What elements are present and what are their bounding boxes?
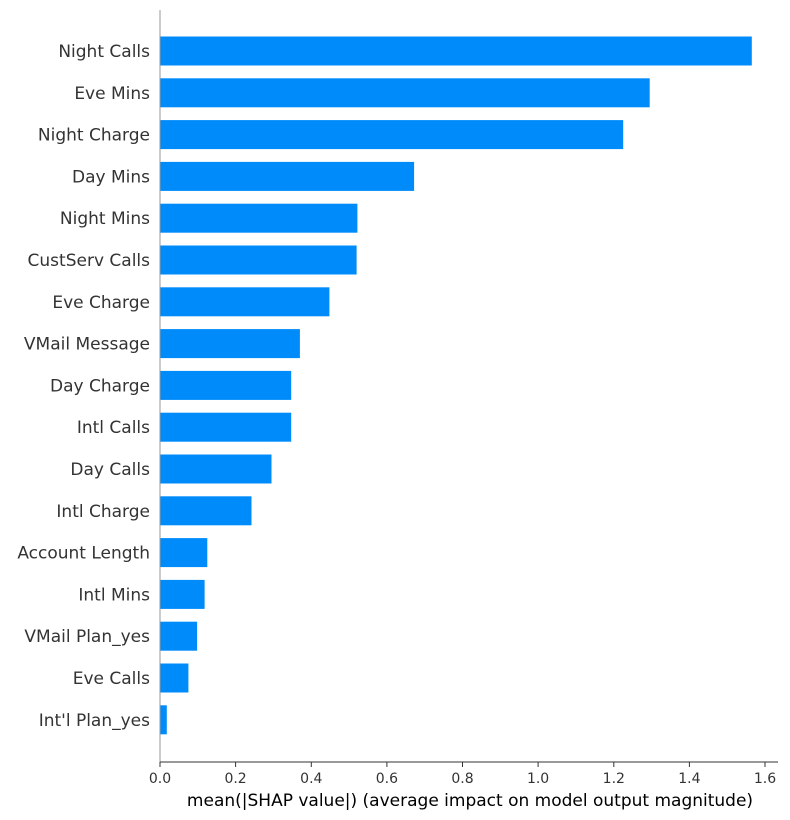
bar xyxy=(160,412,292,442)
x-tick-label: 1.0 xyxy=(527,771,549,787)
category-label: Intl Calls xyxy=(77,418,150,438)
category-labels: Night Calls Eve Mins Night Charge Day Mins N… xyxy=(17,42,150,731)
bar xyxy=(160,579,205,609)
x-axis-title: mean(|SHAP value|) (average impact on mo… xyxy=(187,791,753,811)
category-label: Eve Charge xyxy=(52,293,150,313)
category-label: Night Mins xyxy=(60,209,150,229)
bar xyxy=(160,621,198,651)
bar xyxy=(160,245,357,275)
x-tick-label: 1.4 xyxy=(678,771,700,787)
bar xyxy=(160,161,415,191)
bar xyxy=(160,78,650,108)
category-label: Night Calls xyxy=(58,42,150,62)
x-tick-label: 0.8 xyxy=(451,771,473,787)
bar xyxy=(160,705,167,735)
axes: 0.0 0.2 0.4 0.6 0.8 1.0 1.2 1.4 1.6 xyxy=(149,10,778,787)
category-label: Day Charge xyxy=(50,376,150,396)
bar xyxy=(160,287,330,317)
x-tick-label: 1.6 xyxy=(754,771,776,787)
category-label: Day Mins xyxy=(72,167,150,187)
bar xyxy=(160,538,208,568)
x-tick-label: 1.2 xyxy=(603,771,625,787)
x-tick-label: 0.2 xyxy=(224,771,246,787)
category-label: Intl Charge xyxy=(56,502,150,522)
bar xyxy=(160,496,252,526)
category-label: VMail Message xyxy=(24,335,150,355)
category-label: Eve Mins xyxy=(74,84,150,104)
bar xyxy=(160,370,292,400)
category-label: CustServ Calls xyxy=(28,251,151,271)
bar xyxy=(160,663,189,693)
bars-layer xyxy=(160,36,752,735)
category-label: Int'l Plan_yes xyxy=(39,711,150,731)
category-label: Day Calls xyxy=(70,460,150,480)
x-tick-label: 0.6 xyxy=(376,771,398,787)
category-label: Night Charge xyxy=(38,126,150,146)
bar xyxy=(160,329,300,359)
category-label: Account Length xyxy=(17,544,150,564)
x-tick-label: 0.0 xyxy=(149,771,171,787)
category-label: Eve Calls xyxy=(73,669,150,689)
bar xyxy=(160,203,358,233)
x-tick-label: 0.4 xyxy=(300,771,322,787)
category-label: Intl Mins xyxy=(78,585,150,605)
bar xyxy=(160,120,624,150)
category-label: VMail Plan_yes xyxy=(24,627,150,647)
bar xyxy=(160,454,272,484)
bar xyxy=(160,36,752,66)
